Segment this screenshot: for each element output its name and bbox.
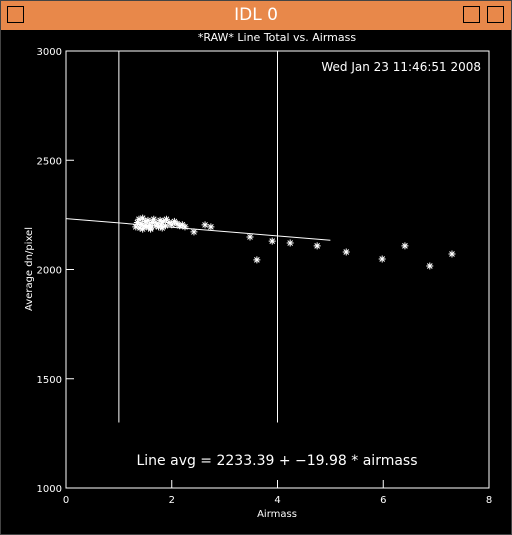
point: [136, 224, 144, 232]
point: [158, 224, 166, 232]
point: [201, 221, 209, 229]
point: [148, 219, 156, 227]
y-tick-label: 3000: [37, 47, 62, 58]
title-bar: IDL 0: [1, 1, 511, 31]
point: [161, 222, 169, 230]
x-tick-label: 4: [274, 495, 280, 506]
point: [156, 216, 164, 224]
point: [142, 223, 150, 231]
y-tick-label: 2000: [37, 266, 62, 277]
point: [141, 217, 149, 225]
x-axis-label: Airmass: [257, 509, 297, 520]
point: [168, 221, 176, 229]
point: [150, 215, 158, 223]
point: [342, 248, 350, 256]
x-tick-label: 8: [486, 495, 492, 506]
x-tick-label: 2: [169, 495, 175, 506]
point: [426, 262, 434, 270]
y-axis-label: Average dn/pixel: [24, 227, 35, 311]
window-title: IDL 0: [234, 5, 278, 25]
point: [132, 223, 140, 231]
point: [157, 221, 165, 229]
chart: *RAW* Line Total vs. Airmass Wed Jan 23 …: [24, 31, 492, 520]
y-tick-label: 2500: [37, 156, 62, 167]
point: [286, 239, 294, 247]
point: [181, 223, 189, 231]
menu-button[interactable]: [7, 6, 24, 23]
chart-title: *RAW* Line Total vs. Airmass: [198, 31, 356, 44]
point: [133, 219, 141, 227]
point: [313, 242, 321, 250]
point: [190, 228, 198, 236]
point: [162, 215, 170, 223]
timestamp: Wed Jan 23 11:46:51 2008: [321, 60, 481, 74]
point: [207, 223, 215, 231]
maximize-button[interactable]: [487, 6, 504, 23]
point: [268, 237, 276, 245]
point: [159, 217, 167, 225]
point: [135, 215, 143, 223]
point: [378, 255, 386, 263]
minimize-button[interactable]: [463, 6, 480, 23]
point: [401, 242, 409, 250]
point: [253, 256, 261, 264]
point: [140, 222, 148, 230]
x-tick-label: 0: [63, 495, 69, 506]
point: [153, 220, 161, 228]
fit-equation: Line avg = 2233.39 + −19.98 * airmass: [136, 453, 417, 469]
x-tick-label: 6: [380, 495, 386, 506]
point: [139, 225, 147, 233]
fit-line: [65, 218, 331, 241]
point: [176, 222, 184, 230]
point: [152, 222, 160, 230]
point: [448, 250, 456, 258]
point: [137, 220, 145, 228]
point: [139, 214, 147, 222]
point: [144, 216, 152, 224]
y-tick-label: 1000: [37, 484, 62, 495]
point: [147, 225, 155, 233]
y-tick-label: 1500: [37, 375, 62, 386]
point: [246, 233, 254, 241]
